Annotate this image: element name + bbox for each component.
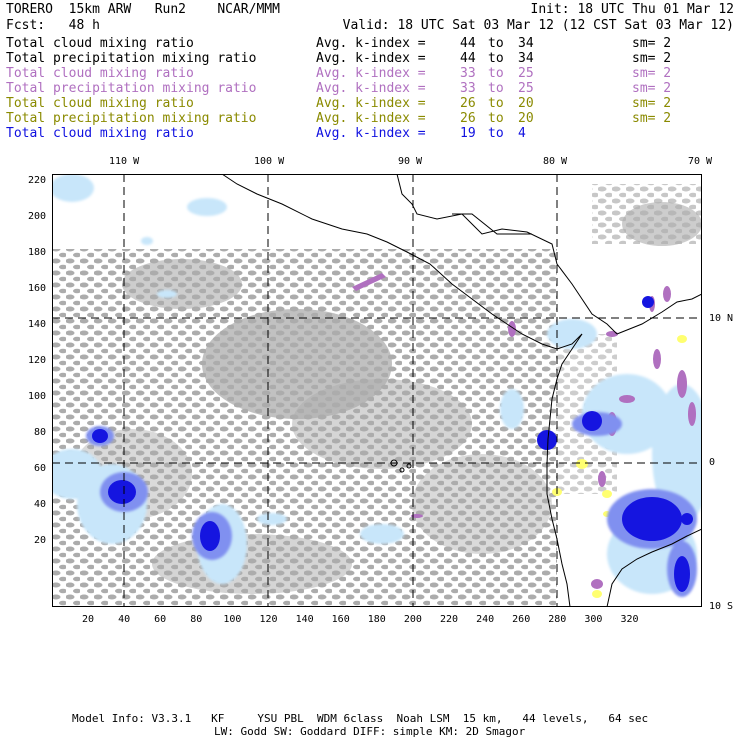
blue-cloud-cores bbox=[92, 296, 693, 592]
field-to: 20 bbox=[518, 96, 534, 111]
x-tick-label: 100 bbox=[223, 614, 242, 625]
field-from: 33 bbox=[460, 66, 476, 81]
init-time: Init: 18 UTC Thu 01 Mar 12 bbox=[530, 2, 735, 17]
field-to: 34 bbox=[518, 51, 534, 66]
field-name: Total precipitation mixing ratio bbox=[6, 51, 257, 66]
y-tick-label: 100 bbox=[27, 391, 46, 402]
field-from: 19 bbox=[460, 126, 476, 141]
y-tick-label: 120 bbox=[27, 355, 46, 366]
field-to-word: to bbox=[488, 51, 504, 66]
x-tick-label: 280 bbox=[548, 614, 567, 625]
x-tick-label: 120 bbox=[259, 614, 278, 625]
x-tick-label: 140 bbox=[295, 614, 314, 625]
field-name: Total precipitation mixing ratio bbox=[6, 81, 257, 96]
field-metric: Avg. k-index = bbox=[316, 81, 426, 96]
x-tick-label: 40 bbox=[118, 614, 131, 625]
x-tick-label: 60 bbox=[154, 614, 167, 625]
field-from: 26 bbox=[460, 111, 476, 126]
field-to: 20 bbox=[518, 111, 534, 126]
field-to-word: to bbox=[488, 36, 504, 51]
field-name: Total cloud mixing ratio bbox=[6, 96, 194, 111]
x-tick-label: 300 bbox=[584, 614, 603, 625]
field-to-word: to bbox=[488, 66, 504, 81]
field-to-word: to bbox=[488, 96, 504, 111]
valid-time: Valid: 18 UTC Sat 03 Mar 12 (12 CST Sat … bbox=[342, 18, 734, 33]
field-metric: Avg. k-index = bbox=[316, 126, 426, 141]
field-name: Total cloud mixing ratio bbox=[6, 36, 194, 51]
field-from: 44 bbox=[460, 51, 476, 66]
field-sm: sm= 2 bbox=[632, 81, 672, 96]
y-tick-label: 160 bbox=[27, 283, 46, 294]
coastline bbox=[221, 174, 702, 607]
lon-label-90w: 90 W bbox=[398, 156, 423, 167]
lat-label-10n: 10 N bbox=[709, 313, 734, 324]
field-to: 34 bbox=[518, 36, 534, 51]
y-tick-label: 180 bbox=[27, 247, 46, 258]
field-sm: sm= 2 bbox=[632, 36, 672, 51]
field-to-word: to bbox=[488, 81, 504, 96]
lon-label-70w: 70 W bbox=[688, 156, 713, 167]
lat-label-10s: 10 S bbox=[709, 601, 734, 612]
y-tick-label: 40 bbox=[33, 499, 46, 510]
x-tick-label: 180 bbox=[367, 614, 386, 625]
field-from: 26 bbox=[460, 96, 476, 111]
lon-label-110w: 110 W bbox=[109, 156, 140, 167]
x-tick-label: 240 bbox=[476, 614, 495, 625]
x-tick-label: 320 bbox=[620, 614, 639, 625]
lat-label-equator: 0 bbox=[709, 457, 716, 468]
x-tick-label: 80 bbox=[190, 614, 203, 625]
forecast-hour: Fcst: 48 h bbox=[6, 18, 100, 33]
field-from: 44 bbox=[460, 36, 476, 51]
field-from: 33 bbox=[460, 81, 476, 96]
field-name: Total cloud mixing ratio bbox=[6, 126, 194, 141]
field-name: Total cloud mixing ratio bbox=[6, 66, 194, 81]
field-sm: sm= 2 bbox=[632, 51, 672, 66]
field-sm: sm= 2 bbox=[632, 96, 672, 111]
field-metric: Avg. k-index = bbox=[316, 111, 426, 126]
y-tick-label: 140 bbox=[27, 319, 46, 330]
x-tick-label: 160 bbox=[331, 614, 350, 625]
field-metric: Avg. k-index = bbox=[316, 66, 426, 81]
field-to-word: to bbox=[488, 126, 504, 141]
map-plot bbox=[52, 174, 702, 607]
x-tick-label: 220 bbox=[439, 614, 459, 625]
y-tick-label: 80 bbox=[33, 427, 46, 438]
y-tick-label: 20 bbox=[33, 535, 46, 546]
x-tick-label: 260 bbox=[512, 614, 531, 625]
lon-label-80w: 80 W bbox=[543, 156, 568, 167]
y-tick-label: 200 bbox=[27, 211, 46, 222]
model-title: TORERO 15km ARW Run2 NCAR/MMM bbox=[6, 2, 280, 17]
plot-frame bbox=[52, 174, 702, 607]
y-tick-label: 60 bbox=[33, 463, 46, 474]
field-sm: sm= 2 bbox=[632, 111, 672, 126]
y-tick-label: 220 bbox=[27, 175, 46, 186]
x-tick-label: 20 bbox=[81, 614, 95, 625]
field-metric: Avg. k-index = bbox=[316, 51, 426, 66]
field-name: Total precipitation mixing ratio bbox=[6, 111, 257, 126]
field-sm: sm= 2 bbox=[632, 66, 672, 81]
model-info-line1: Model Info: V3.3.1 KF YSU PBL WDM 6class… bbox=[72, 712, 649, 725]
field-metric: Avg. k-index = bbox=[316, 96, 426, 111]
field-metric: Avg. k-index = bbox=[316, 36, 426, 51]
model-info-line2: LW: Godd SW: Goddard DIFF: simple KM: 2D… bbox=[214, 725, 526, 738]
x-tick-label: 200 bbox=[403, 614, 422, 625]
lon-label-100w: 100 W bbox=[254, 156, 285, 167]
lat-lon-grid bbox=[52, 174, 702, 607]
field-to: 4 bbox=[518, 126, 526, 141]
field-to: 25 bbox=[518, 66, 534, 81]
field-to: 25 bbox=[518, 81, 534, 96]
field-to-word: to bbox=[488, 111, 504, 126]
